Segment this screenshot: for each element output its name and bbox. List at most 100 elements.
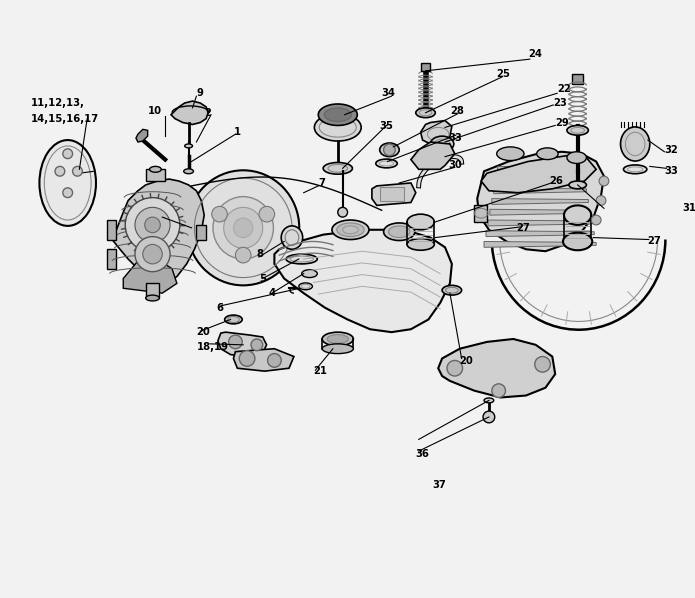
Text: 7: 7: [318, 178, 325, 188]
Circle shape: [596, 196, 606, 205]
Text: 35: 35: [379, 121, 393, 132]
Text: 10: 10: [147, 106, 162, 116]
Circle shape: [259, 206, 275, 222]
Polygon shape: [218, 332, 267, 356]
Polygon shape: [107, 249, 117, 269]
Circle shape: [72, 166, 82, 176]
Circle shape: [447, 361, 463, 376]
Text: 14,15,16,17: 14,15,16,17: [31, 114, 99, 124]
Ellipse shape: [322, 344, 353, 353]
Ellipse shape: [376, 159, 398, 168]
Ellipse shape: [302, 270, 318, 277]
Text: 36: 36: [416, 449, 430, 459]
Ellipse shape: [327, 335, 348, 343]
Ellipse shape: [40, 140, 96, 226]
Text: 33: 33: [664, 166, 678, 176]
Ellipse shape: [224, 208, 263, 248]
Text: 24: 24: [528, 49, 542, 59]
Text: 20: 20: [459, 356, 473, 367]
Ellipse shape: [497, 147, 524, 160]
Polygon shape: [420, 121, 452, 144]
Ellipse shape: [337, 223, 364, 237]
Ellipse shape: [224, 315, 243, 324]
Polygon shape: [498, 166, 582, 172]
Ellipse shape: [286, 254, 318, 264]
Text: 3: 3: [157, 215, 164, 225]
Ellipse shape: [389, 226, 410, 237]
Ellipse shape: [621, 127, 650, 161]
Circle shape: [142, 245, 162, 264]
Text: 20: 20: [197, 327, 210, 337]
Circle shape: [338, 208, 348, 217]
Ellipse shape: [146, 295, 159, 301]
Text: 9: 9: [197, 89, 203, 98]
Ellipse shape: [407, 214, 434, 230]
Circle shape: [239, 350, 255, 367]
Ellipse shape: [569, 181, 587, 189]
Text: 27: 27: [516, 223, 530, 233]
Polygon shape: [372, 183, 416, 205]
Text: 25: 25: [497, 69, 511, 79]
Polygon shape: [107, 220, 117, 240]
Ellipse shape: [324, 108, 352, 121]
Polygon shape: [411, 142, 455, 169]
Circle shape: [63, 149, 72, 158]
Polygon shape: [171, 101, 208, 124]
Text: 30: 30: [448, 160, 461, 170]
Polygon shape: [275, 230, 452, 332]
Ellipse shape: [323, 163, 352, 174]
Circle shape: [591, 215, 601, 225]
Ellipse shape: [564, 205, 591, 225]
Ellipse shape: [430, 136, 454, 152]
Polygon shape: [108, 179, 204, 283]
Text: 32: 32: [664, 145, 678, 155]
Bar: [420, 63, 430, 71]
Text: 18,19: 18,19: [197, 342, 229, 352]
Circle shape: [384, 144, 395, 155]
Polygon shape: [493, 188, 587, 194]
Text: 29: 29: [555, 118, 569, 127]
Bar: [572, 74, 584, 84]
Text: 6: 6: [216, 303, 223, 313]
Polygon shape: [490, 209, 590, 215]
Text: 1: 1: [234, 127, 240, 138]
Text: 5: 5: [259, 273, 265, 283]
Ellipse shape: [322, 332, 353, 346]
Polygon shape: [484, 242, 596, 248]
Circle shape: [492, 384, 505, 398]
Circle shape: [135, 237, 170, 271]
Circle shape: [63, 188, 72, 197]
Text: 33: 33: [448, 133, 461, 143]
Ellipse shape: [379, 143, 399, 157]
Ellipse shape: [234, 218, 253, 237]
Polygon shape: [123, 259, 177, 293]
Circle shape: [483, 411, 495, 423]
Polygon shape: [146, 169, 165, 181]
Text: 4: 4: [268, 288, 276, 298]
Circle shape: [125, 197, 180, 252]
Text: 31: 31: [682, 203, 695, 213]
Ellipse shape: [281, 226, 303, 249]
Circle shape: [236, 248, 251, 263]
Ellipse shape: [567, 126, 589, 135]
Ellipse shape: [314, 114, 361, 141]
Ellipse shape: [183, 169, 193, 173]
Ellipse shape: [149, 166, 161, 172]
Polygon shape: [439, 339, 555, 398]
Text: 23: 23: [553, 98, 567, 108]
Ellipse shape: [187, 170, 300, 285]
Ellipse shape: [407, 239, 434, 250]
Circle shape: [534, 356, 550, 372]
Ellipse shape: [384, 223, 415, 240]
Ellipse shape: [623, 165, 647, 173]
Polygon shape: [234, 349, 294, 371]
Polygon shape: [488, 220, 592, 226]
Polygon shape: [496, 177, 584, 183]
Polygon shape: [486, 231, 594, 237]
Text: 27: 27: [647, 236, 661, 246]
Ellipse shape: [484, 398, 493, 403]
Circle shape: [251, 339, 263, 350]
Circle shape: [599, 176, 609, 186]
Ellipse shape: [343, 226, 358, 234]
Text: 28: 28: [450, 106, 464, 116]
